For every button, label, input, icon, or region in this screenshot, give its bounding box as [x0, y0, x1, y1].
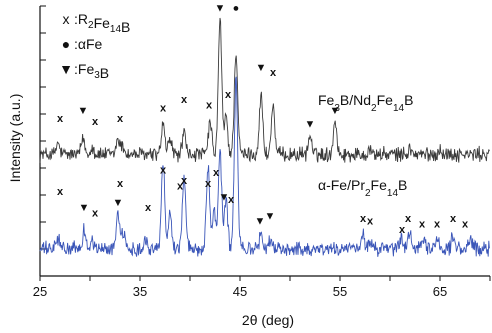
- peak-marker: x: [405, 213, 412, 225]
- legend-label: :αFe: [74, 36, 103, 52]
- x-tick-label: 25: [33, 284, 47, 299]
- peak-marker: x: [92, 208, 99, 220]
- y-axis-label: Intensity (a.u.): [7, 94, 23, 183]
- peak-marker: x: [160, 102, 167, 114]
- series-lines: [39, 17, 490, 257]
- series-label: Fe3B/Nd2Fe14B: [318, 92, 413, 114]
- peak-marker: ▼: [79, 202, 90, 214]
- peak-marker: ▼: [305, 119, 316, 131]
- peak-marker: ▼: [113, 197, 124, 209]
- legend: x:R2Fe14B●:αFe▼:Fe3B: [59, 11, 130, 81]
- x-tick-label: 55: [333, 284, 347, 299]
- peak-marker: x: [57, 113, 64, 125]
- legend-label: :Fe3B: [74, 61, 109, 81]
- peak-marker: ▼: [256, 62, 267, 74]
- peak-marker: x: [270, 67, 277, 79]
- peak-marker: x: [213, 167, 220, 179]
- series-line: [39, 76, 490, 257]
- peak-marker: x: [360, 213, 367, 225]
- peak-marker: ▼: [219, 191, 230, 203]
- peak-marker: x: [228, 194, 235, 206]
- y-ticks: [40, 5, 46, 277]
- peak-marker: ▼: [215, 2, 226, 14]
- x-tick-label: 45: [233, 284, 247, 299]
- peak-marker: x: [117, 113, 124, 125]
- legend-label: :R2Fe14B: [74, 11, 130, 35]
- peak-marker: x: [399, 224, 406, 236]
- legend-symbol: ▼: [59, 61, 73, 77]
- peak-marker: x: [117, 178, 124, 190]
- peak-marker: x: [177, 181, 184, 193]
- peak-marker: x: [181, 175, 188, 187]
- legend-symbol: x: [63, 11, 70, 27]
- peak-marker: x: [367, 216, 374, 228]
- peak-marker: ▼: [78, 105, 89, 117]
- series-labels: Fe3B/Nd2Fe14B α-Fe/Pr2Fe14B: [318, 92, 413, 199]
- peak-marker: x: [419, 218, 426, 230]
- x-tick-label: 65: [433, 284, 447, 299]
- peak-marker: x: [205, 178, 212, 190]
- peak-marker: ▼: [255, 216, 266, 228]
- series-label: α-Fe/Pr2Fe14B: [318, 177, 407, 199]
- x-ticks: 25 35 45 55 65: [33, 276, 491, 299]
- peak-marker: ▼: [265, 210, 276, 222]
- peak-marker: x: [225, 89, 232, 101]
- peak-marker: x: [92, 116, 99, 128]
- peak-marker: x: [160, 164, 167, 176]
- series-line: [39, 17, 490, 163]
- peak-marker: x: [450, 213, 457, 225]
- axes: [39, 6, 490, 277]
- peak-marker: x: [462, 218, 469, 230]
- x-axis-label: 2θ (deg): [242, 312, 294, 328]
- peak-marker: ●: [233, 2, 240, 14]
- peak-marker: x: [206, 100, 213, 112]
- peak-marker: ▼: [330, 105, 341, 117]
- peak-marker: x: [145, 202, 152, 214]
- peak-marker: x: [434, 218, 441, 230]
- peak-marker: x: [57, 186, 64, 198]
- x-tick-label: 35: [133, 284, 147, 299]
- legend-symbol: ●: [62, 36, 70, 52]
- peak-marker: x: [181, 94, 188, 106]
